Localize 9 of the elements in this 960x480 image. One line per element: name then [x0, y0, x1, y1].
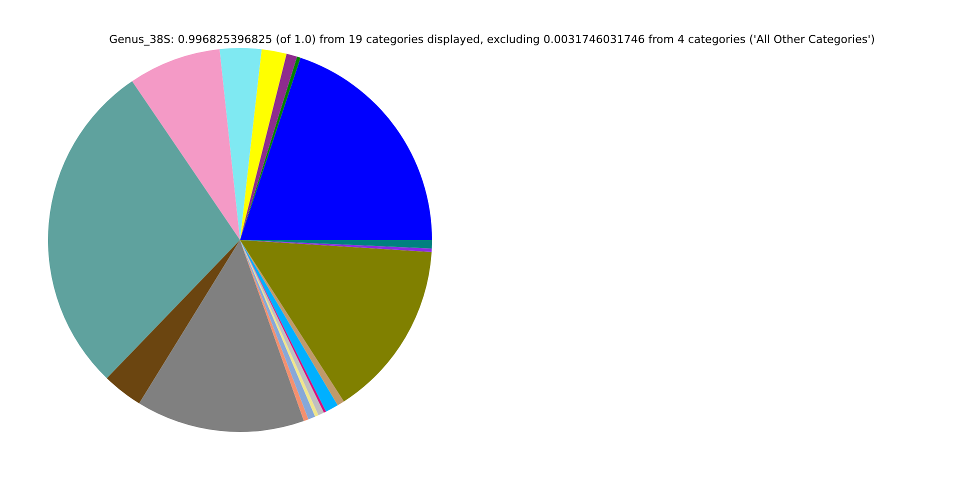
- pie-slice: [48, 81, 240, 378]
- pie-slice: [240, 240, 432, 402]
- pie-slice: [220, 48, 262, 240]
- pie-slice: [132, 49, 240, 240]
- pie-slice: [139, 240, 304, 432]
- pie-slice: [240, 49, 287, 240]
- pie-slice: [106, 240, 240, 404]
- text: Genus_38S: 0.996825396825 (of 1.0) from 19 categories displayed, excluding 0.0031746031746 from 4 categories ('All Other Categories'): [109, 33, 875, 46]
- pie-slice: [240, 58, 432, 240]
